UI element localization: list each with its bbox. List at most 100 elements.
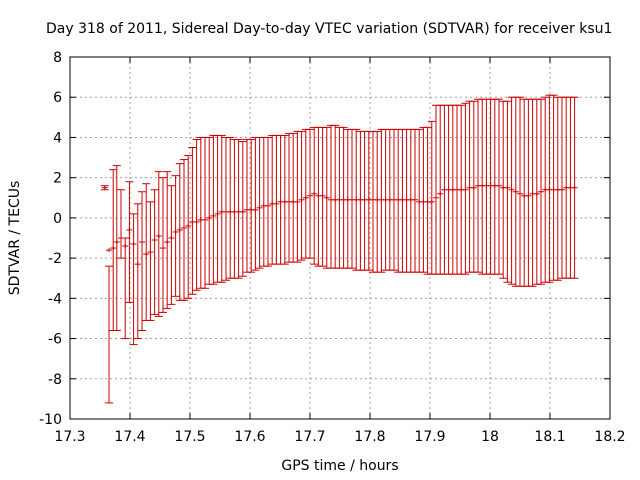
error-bar <box>264 136 272 267</box>
axis-ticks <box>69 56 611 420</box>
error-bar <box>335 126 344 269</box>
error-bar <box>222 136 230 281</box>
error-bar <box>171 175 180 297</box>
error-bar <box>360 130 369 271</box>
error-bar <box>301 128 310 259</box>
error-bar <box>247 138 256 273</box>
y-tick-label: 8 <box>53 50 62 66</box>
error-bar <box>482 98 491 275</box>
chart-title: Day 318 of 2011, Sidereal Day-to-day VTE… <box>46 21 612 37</box>
error-bar <box>411 128 419 273</box>
error-bar <box>163 171 172 309</box>
x-tick-label: 18 <box>481 429 499 445</box>
error-bar <box>377 128 386 273</box>
error-bar <box>356 130 365 271</box>
error-bar <box>276 134 285 265</box>
error-bar <box>251 136 260 271</box>
error-bar <box>499 100 508 279</box>
error-bar <box>100 185 109 191</box>
error-bar <box>398 128 407 273</box>
error-bar <box>105 248 113 404</box>
error-bar <box>545 94 554 283</box>
error-bar <box>432 104 440 275</box>
error-bar <box>196 136 205 289</box>
error-bar <box>293 130 302 263</box>
error-bar <box>511 96 520 287</box>
error-bar <box>255 136 264 269</box>
error-bar <box>180 159 188 301</box>
x-tick-labels: 17.3 17.4 17.5 17.6 17.7 17.8 17.9 18 18.1 18.2 <box>54 429 625 445</box>
x-tick-label: 17.8 <box>354 429 385 445</box>
error-bar <box>238 140 247 277</box>
grid-lines <box>70 57 610 419</box>
error-bar <box>461 102 470 275</box>
y-tick-labels: -10 -8 -6 -4 -2 0 2 4 6 8 <box>39 50 62 428</box>
error-bar <box>427 120 436 275</box>
error-bar <box>201 136 209 289</box>
x-tick-label: 18.1 <box>534 429 565 445</box>
error-bar <box>339 126 348 269</box>
error-bar <box>217 134 226 283</box>
error-bar <box>507 96 516 285</box>
error-bar <box>373 130 382 273</box>
error-bar <box>112 165 121 332</box>
x-tick-label: 17.9 <box>414 429 445 445</box>
error-bar <box>553 96 562 281</box>
error-bar <box>117 189 125 259</box>
error-bar <box>322 126 331 269</box>
error-bar <box>314 126 323 267</box>
error-bar <box>259 136 268 267</box>
error-bar <box>167 185 176 305</box>
y-tick-label: 4 <box>53 130 62 146</box>
error-bar <box>129 213 138 346</box>
error-bar <box>549 94 558 281</box>
error-bar <box>415 128 424 273</box>
error-bar <box>184 155 193 299</box>
error-bar <box>331 124 340 269</box>
error-bar <box>402 128 411 273</box>
x-tick-label: 17.7 <box>294 429 325 445</box>
error-bar <box>154 171 163 317</box>
error-bar <box>465 100 474 273</box>
y-tick-label: -10 <box>39 412 62 428</box>
error-bar <box>159 177 167 313</box>
error-bar <box>289 132 298 263</box>
y-tick-label: -2 <box>48 251 62 267</box>
y-axis-label: SDTVAR / TECUs <box>7 181 23 296</box>
error-bar <box>209 134 218 285</box>
error-bar <box>226 136 235 279</box>
y-tick-label: 6 <box>53 90 62 106</box>
error-bar <box>133 203 142 340</box>
y-tick-label: 0 <box>53 211 62 227</box>
error-bar <box>419 126 428 273</box>
error-bar <box>230 138 239 279</box>
error-bar <box>495 98 503 275</box>
error-bar <box>280 134 289 265</box>
error-bar <box>138 191 146 332</box>
y-tick-label: 2 <box>53 171 62 187</box>
error-bar <box>394 128 403 273</box>
error-bar <box>268 134 277 265</box>
x-tick-label: 17.6 <box>234 429 265 445</box>
error-bar <box>503 100 512 283</box>
error-bar <box>490 98 499 275</box>
error-bar <box>310 126 319 265</box>
error-bar <box>234 138 243 279</box>
error-bar <box>318 126 327 267</box>
x-tick-label: 17.5 <box>174 429 205 445</box>
error-bar <box>478 98 487 275</box>
error-bar <box>205 136 214 285</box>
error-bar <box>272 134 281 265</box>
x-tick-label: 17.4 <box>114 429 145 445</box>
error-bar <box>469 100 478 273</box>
error-bar <box>192 138 201 291</box>
x-axis-label: GPS time / hours <box>281 458 398 474</box>
series-sdtvar <box>100 94 579 404</box>
error-bar <box>570 96 579 279</box>
error-bar <box>348 128 356 269</box>
error-bar <box>306 128 314 259</box>
error-bar <box>537 98 545 285</box>
error-bar <box>285 132 293 263</box>
y-tick-label: -6 <box>48 332 62 348</box>
error-bar <box>297 130 306 261</box>
